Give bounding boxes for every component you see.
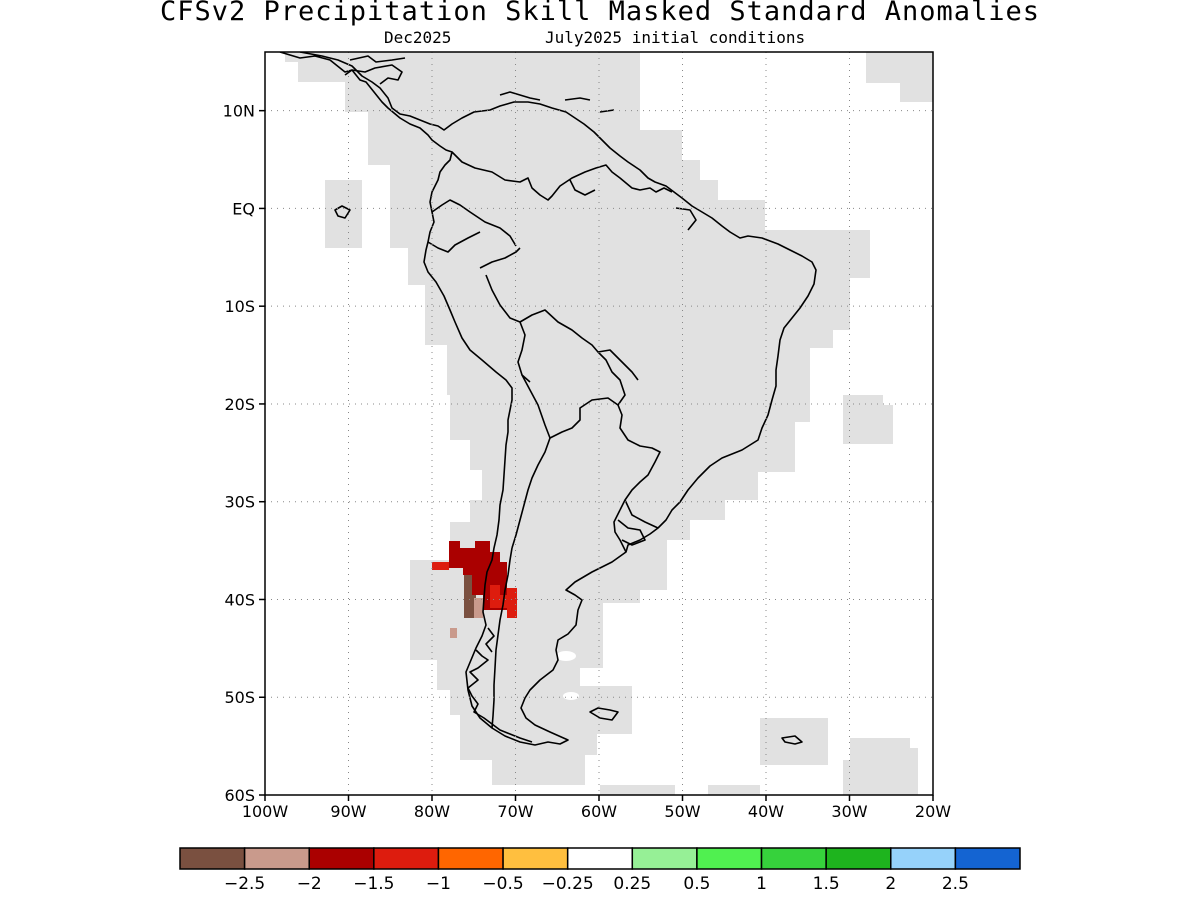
lat-tick-label: 50S [224, 688, 255, 707]
lat-tick-label: 60S [224, 786, 255, 805]
lon-tick-label: 80W [414, 802, 450, 821]
colorbar-label: −2 [297, 874, 322, 894]
lon-tick-label: 50W [664, 802, 700, 821]
colorbar: −2.5 −2 −1.5 −1 −0.5 −0.25 0.25 0.5 1 1.5 2 2.5 [179, 847, 1021, 894]
lat-tick-label: 10N [223, 102, 255, 121]
lon-tick-label: 100W [242, 802, 289, 821]
lon-tick-label: 30W [831, 802, 867, 821]
colorbar-swatch [437, 847, 504, 870]
colorbar-swatch [373, 847, 440, 870]
colorbar-swatch [890, 847, 957, 870]
colorbar-swatch [243, 847, 310, 870]
anomaly-patch-dark-red [432, 541, 507, 610]
target-month-label: Dec2025 [384, 28, 452, 47]
colorbar-label: −0.25 [542, 874, 594, 894]
lat-tick-label: 40S [224, 590, 255, 609]
lon-tick-label: 20W [915, 802, 951, 821]
colorbar-label: 1 [756, 874, 767, 894]
colorbar-swatch [179, 847, 246, 870]
lat-tick-label: 10S [224, 297, 255, 316]
colorbar-swatch [954, 847, 1021, 870]
colorbar-label: −2.5 [224, 874, 265, 894]
lat-tick-label: 30S [224, 493, 255, 512]
colorbar-swatch [566, 847, 634, 870]
colorbar-label: 1.5 [813, 874, 840, 894]
colorbar-label: −1.5 [353, 874, 394, 894]
lon-tick-label: 70W [497, 802, 533, 821]
lat-tick-label: EQ [232, 199, 255, 218]
colorbar-swatch [502, 847, 569, 870]
lon-tick-label: 60W [581, 802, 617, 821]
colorbar-swatch [696, 847, 763, 870]
lon-tick-label: 40W [748, 802, 784, 821]
colorbar-label: 2.5 [942, 874, 969, 894]
colorbar-swatch [631, 847, 698, 870]
colorbar-swatch [825, 847, 892, 870]
colorbar-swatch [308, 847, 375, 870]
colorbar-label: 2 [885, 874, 896, 894]
colorbar-label: −1 [426, 874, 451, 894]
anomaly-patch-light-brown [474, 598, 483, 618]
skill-mask-area [285, 52, 933, 795]
anomaly-patch-light-brown [450, 628, 457, 638]
lon-tick-label: 90W [330, 802, 366, 821]
initial-conditions-label: July2025 initial conditions [545, 28, 806, 47]
colorbar-label: 0.25 [613, 874, 651, 894]
mask-gaps [556, 651, 579, 700]
colorbar-swatch [760, 847, 827, 870]
anomaly-patch-brown [464, 575, 476, 618]
latitude-axis: 10N EQ 10S 20S 30S 40S 50S 60S [223, 102, 265, 805]
anomaly-patch-red [432, 562, 449, 570]
colorbar-label: −0.5 [482, 874, 523, 894]
coastlines [279, 52, 817, 746]
lat-tick-label: 20S [224, 395, 255, 414]
longitude-axis: 100W 90W 80W 70W 60W 50W 40W 30W 20W [242, 795, 951, 821]
map-title: CFSv2 Precipitation Skill Masked Standar… [159, 0, 1041, 27]
colorbar-label: 0.5 [683, 874, 710, 894]
